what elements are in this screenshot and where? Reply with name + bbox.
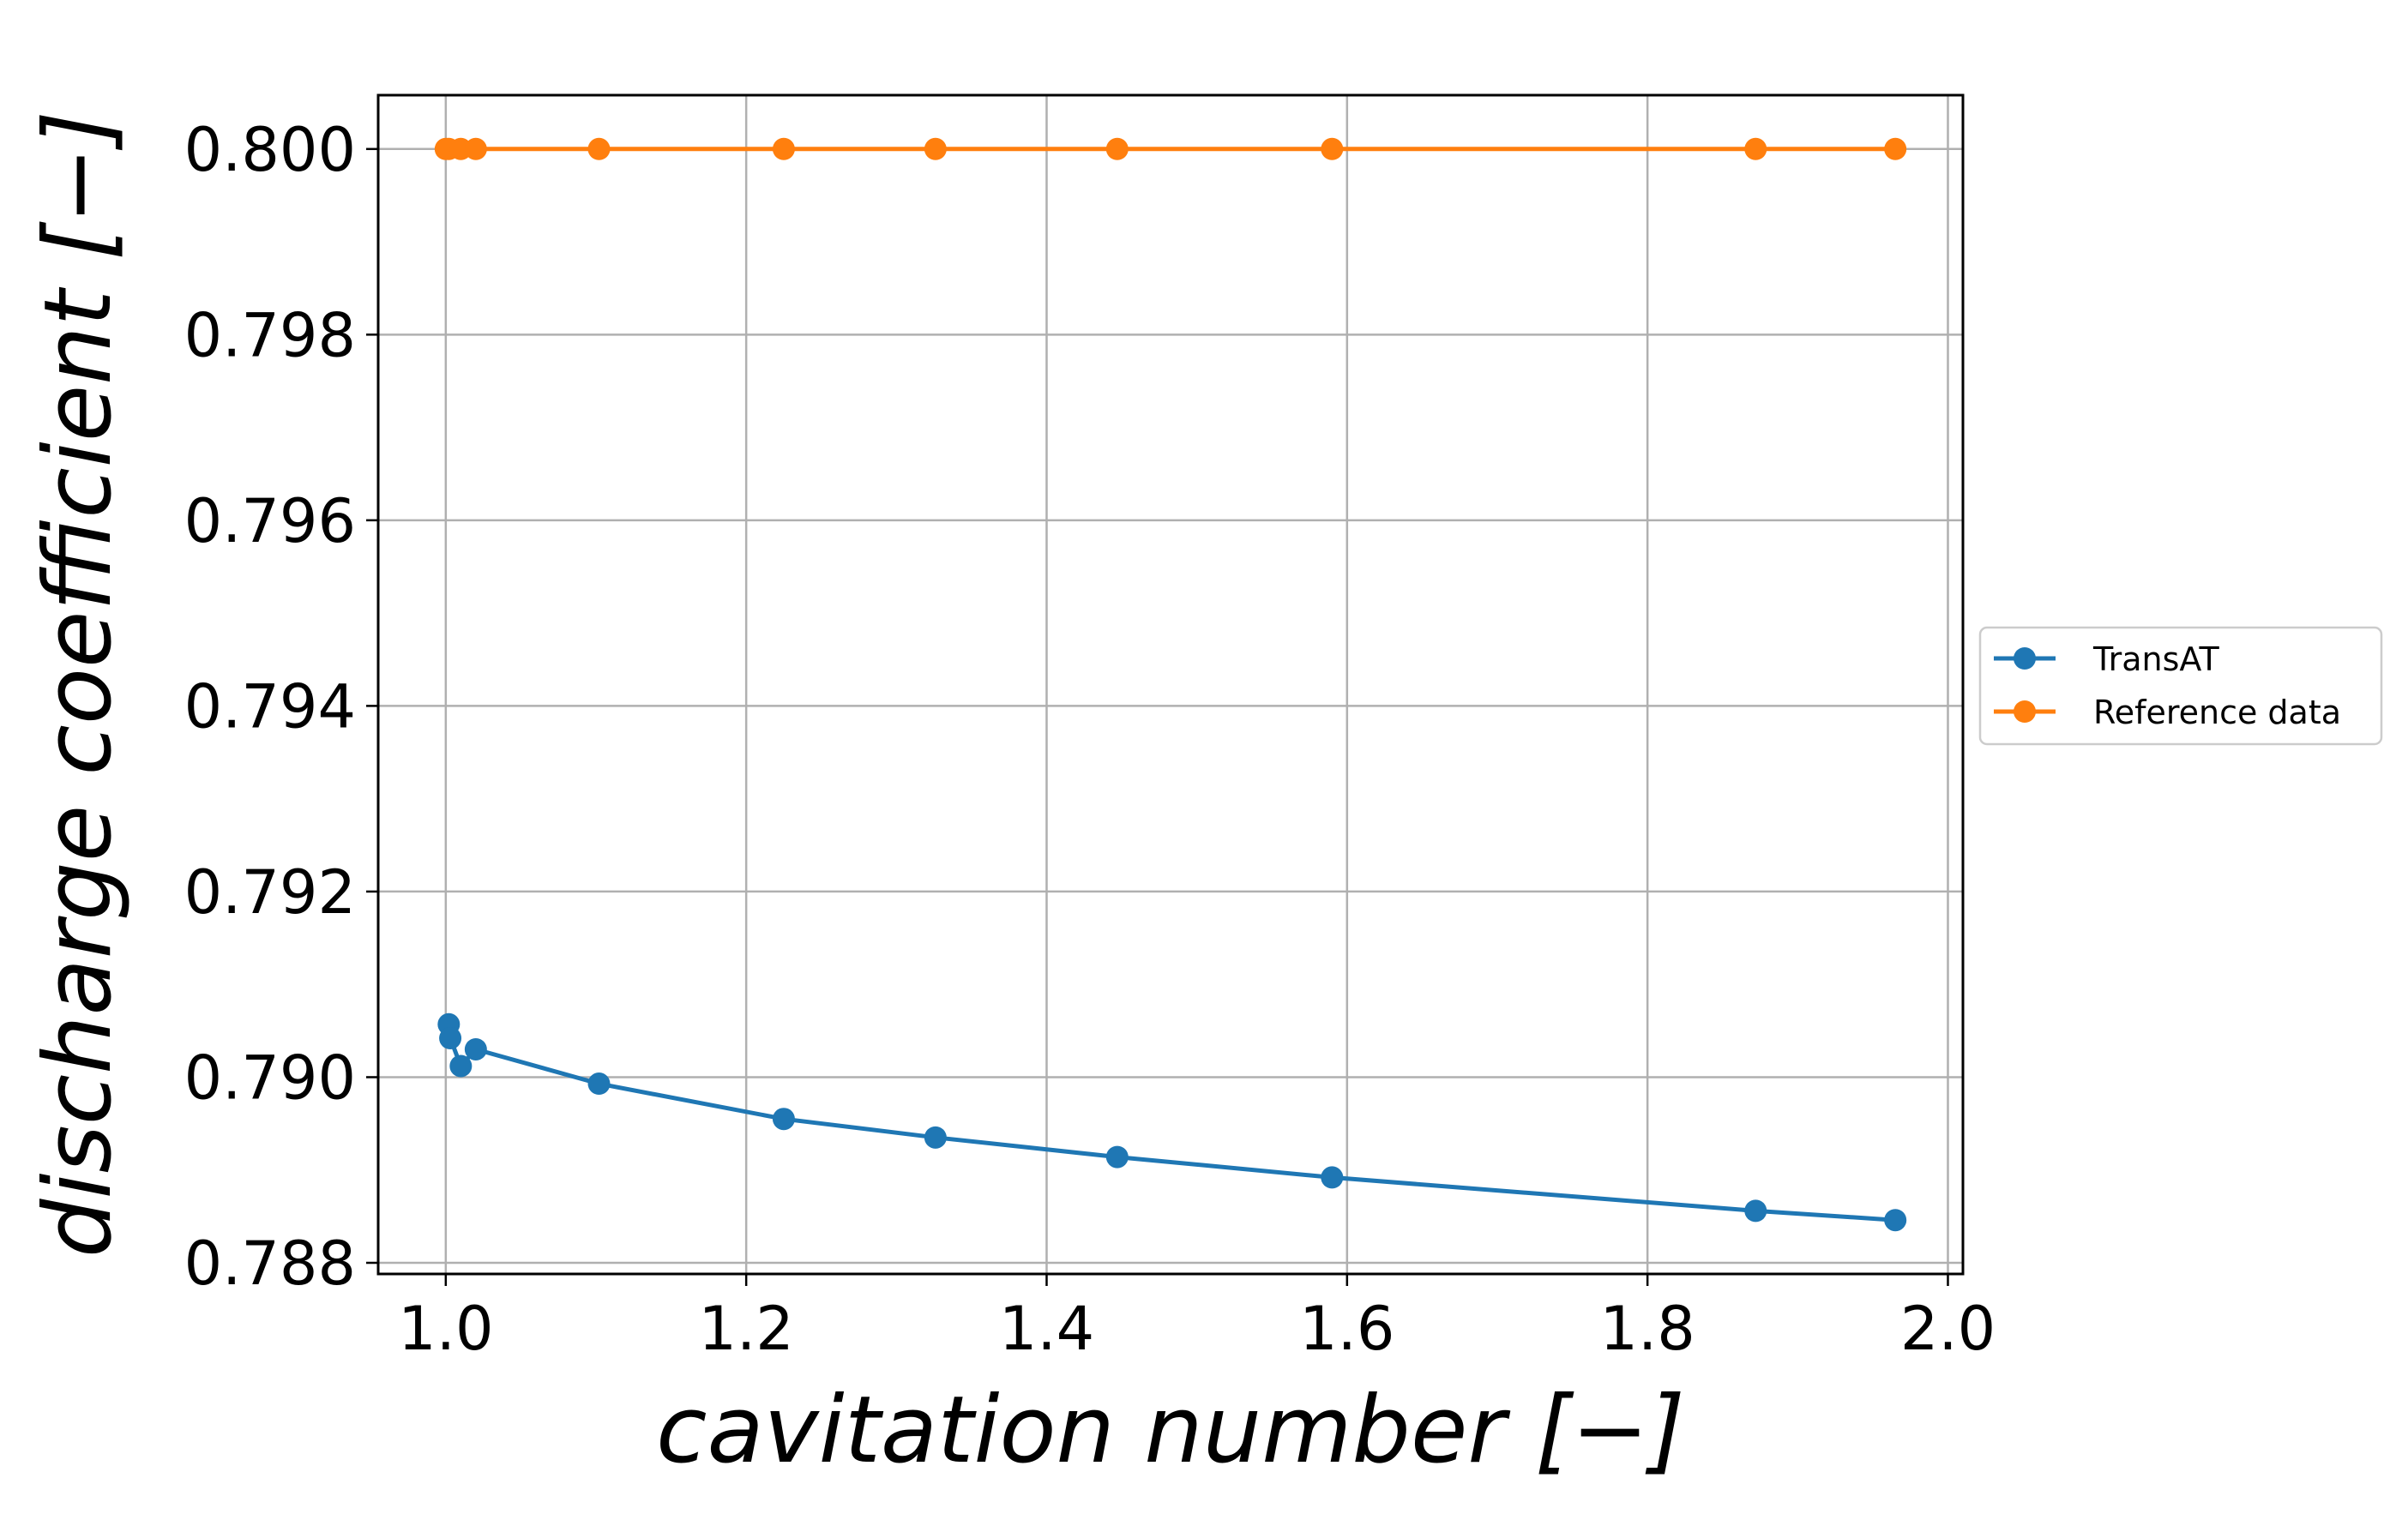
- data-point: [439, 1027, 462, 1049]
- x-tick-label: 1.8: [1599, 1294, 1695, 1364]
- data-point: [1321, 1166, 1344, 1189]
- data-point: [464, 137, 487, 160]
- legend-entry-label: TransAT: [2092, 640, 2219, 678]
- y-tick-label: 0.790: [184, 1042, 356, 1113]
- data-point: [1884, 1209, 1907, 1232]
- x-axis-label: cavitation number [−]: [656, 1377, 1685, 1484]
- data-point: [464, 1037, 487, 1060]
- data-point: [1884, 137, 1907, 160]
- data-point: [1744, 137, 1767, 160]
- data-point: [1105, 137, 1129, 160]
- x-tick-label: 1.0: [398, 1294, 493, 1364]
- legend: TransAT Reference data: [1978, 626, 2383, 746]
- data-point: [1321, 137, 1344, 160]
- legend-box: [1978, 626, 2383, 746]
- data-point: [772, 137, 795, 160]
- x-tick-label: 2.0: [1900, 1294, 1996, 1364]
- data-point: [924, 137, 947, 160]
- x-tick-label: 1.6: [1299, 1294, 1394, 1364]
- legend-marker: [2014, 700, 2036, 723]
- data-point: [772, 1108, 795, 1131]
- y-tick-label: 0.794: [184, 671, 356, 742]
- data-point: [587, 137, 611, 160]
- data-point: [1744, 1199, 1767, 1223]
- y-tick-label: 0.800: [184, 115, 356, 185]
- y-tick-label: 0.788: [184, 1229, 356, 1299]
- legend-marker: [2014, 647, 2036, 670]
- x-tick-label: 1.4: [999, 1294, 1094, 1364]
- data-point: [587, 1072, 611, 1096]
- x-axis: 1.0 1.2 1.4 1.6 1.8 2.0: [398, 1274, 1996, 1364]
- y-tick-label: 0.796: [184, 486, 356, 556]
- data-point: [449, 1054, 473, 1078]
- y-tick-label: 0.798: [184, 300, 356, 370]
- y-axis: 0.788 0.790 0.792 0.794 0.796 0.798 0.800: [184, 115, 378, 1299]
- legend-entry-label: Reference data: [2093, 694, 2341, 731]
- plot-frame: [376, 93, 1965, 1276]
- x-tick-label: 1.2: [698, 1294, 793, 1364]
- grid: [378, 95, 1963, 1274]
- data-point: [924, 1126, 947, 1149]
- series-transat: [437, 1012, 1907, 1232]
- y-tick-label: 0.792: [184, 857, 356, 928]
- data-point: [1105, 1145, 1129, 1169]
- y-axis-label: discharge coefficient [−]: [25, 111, 132, 1258]
- series-layer: [434, 137, 1907, 1232]
- series-line: [446, 1024, 1896, 1223]
- series-reference-data: [434, 137, 1907, 160]
